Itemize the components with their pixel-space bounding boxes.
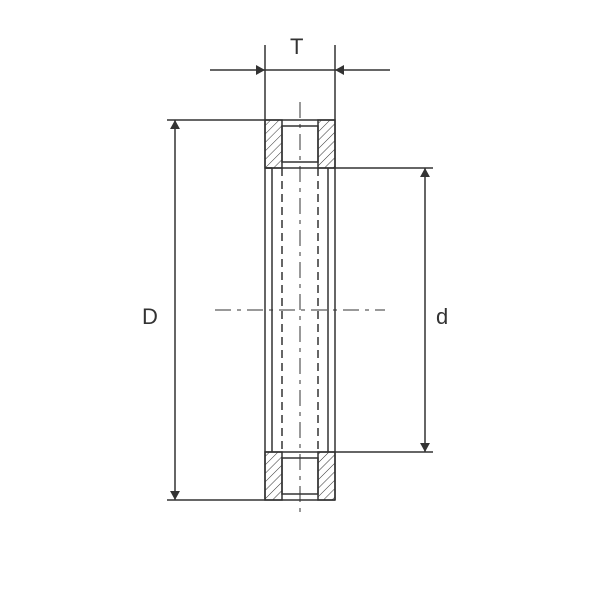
bearing-diagram (0, 0, 600, 600)
label-D: D (142, 304, 158, 330)
label-T: T (290, 34, 303, 60)
label-d: d (436, 304, 448, 330)
